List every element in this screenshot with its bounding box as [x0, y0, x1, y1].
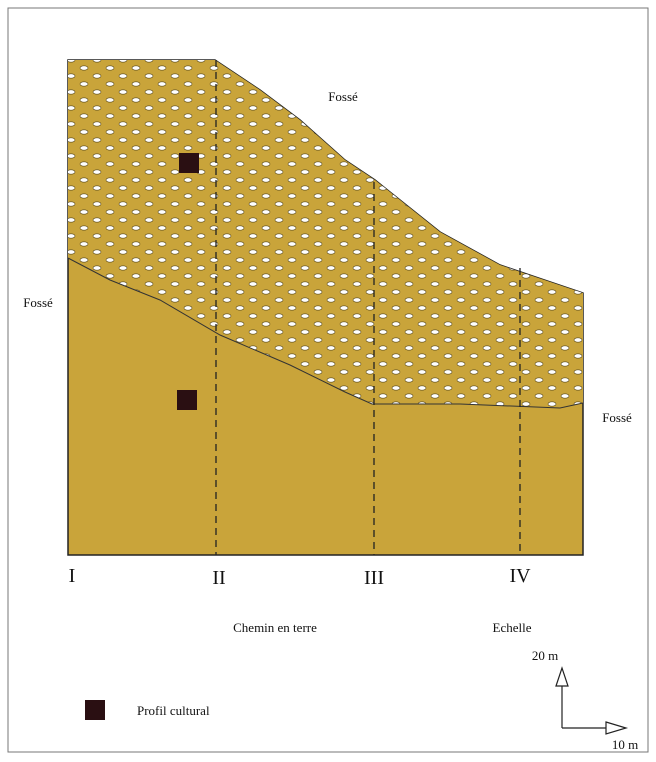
ditch-label: Fossé — [23, 295, 53, 310]
zone-boundary — [67, 257, 584, 409]
profile-label: I — [69, 565, 76, 587]
scale-arrows — [555, 666, 629, 735]
legend-marker — [85, 700, 105, 720]
road-label: Chemin en terre — [233, 620, 317, 635]
profile-label: IV — [509, 565, 531, 587]
ditch-label: Fossé — [328, 89, 358, 104]
scale-vertical: 20 m — [532, 648, 558, 663]
profile-marker — [177, 390, 197, 410]
frame — [7, 7, 649, 753]
profile-label: II — [212, 567, 225, 589]
profile-lines — [215, 60, 521, 555]
arrow-head — [605, 721, 629, 735]
profile-label: III — [364, 567, 384, 589]
legend-label: Profil cultural — [137, 703, 210, 718]
scale-title: Echelle — [493, 620, 532, 635]
ditch-label: Fossé — [602, 410, 632, 425]
profile-marker — [179, 153, 199, 173]
scale-horizontal: 10 m — [612, 737, 638, 752]
arrow-head — [555, 666, 569, 687]
